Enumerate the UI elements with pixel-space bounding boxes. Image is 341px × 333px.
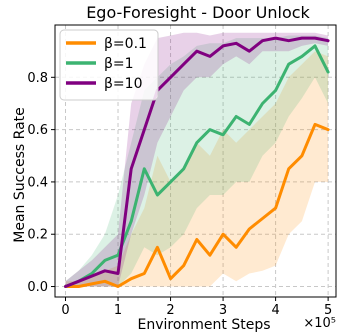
legend: β=0.1 β=1 β=10 bbox=[59, 29, 159, 101]
y-tick-label: 0.6 bbox=[27, 123, 48, 138]
y-tick-label: 0.0 bbox=[27, 280, 48, 295]
confidence-band bbox=[65, 51, 329, 287]
legend-entry: β=1 bbox=[104, 56, 134, 72]
x-tick-label: 4 bbox=[271, 303, 279, 318]
x-axis-label: Environment Steps bbox=[137, 317, 270, 333]
x-tick-label: 3 bbox=[219, 303, 227, 318]
y-axis-label: Mean Success Rate bbox=[12, 107, 28, 243]
legend-entry: β=10 bbox=[104, 76, 142, 92]
x-axis: 0 1 2 3 4 5 bbox=[61, 297, 332, 318]
series-line bbox=[64, 122, 330, 288]
x-axis-offset-label: ×10⁵ bbox=[303, 316, 336, 331]
series-line bbox=[64, 36, 330, 288]
x-tick-label: 2 bbox=[166, 303, 174, 318]
series-lines bbox=[64, 36, 330, 288]
chart-title: Ego-Foresight - Door Unlock bbox=[86, 3, 310, 22]
y-tick-label: 0.2 bbox=[27, 228, 48, 243]
y-tick-label: 0.8 bbox=[27, 71, 48, 86]
y-axis: 0.0 0.2 0.4 0.6 0.8 bbox=[27, 71, 55, 295]
plot-frame bbox=[54, 24, 337, 298]
x-tick-label: 5 bbox=[324, 303, 332, 318]
legend-entry: β=0.1 bbox=[104, 36, 147, 52]
series-line bbox=[64, 44, 330, 288]
x-tick-label: 0 bbox=[61, 303, 69, 318]
x-tick-label: 1 bbox=[114, 303, 122, 318]
y-tick-label: 0.4 bbox=[27, 175, 48, 190]
